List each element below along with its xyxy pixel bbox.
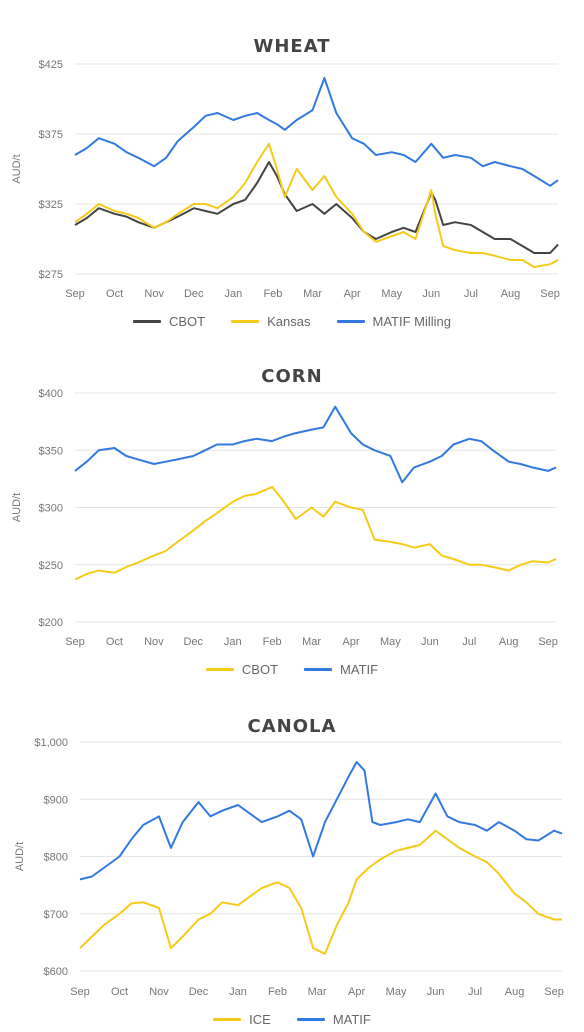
y-tick-label: $600: [44, 966, 68, 978]
legend-label: ICE: [249, 1012, 271, 1027]
x-tick-label: Jan: [229, 986, 247, 998]
y-tick-label: $250: [39, 560, 63, 572]
x-tick-label: Mar: [308, 986, 327, 998]
x-tick-label: Dec: [189, 986, 209, 998]
legend-label: CBOT: [241, 662, 279, 677]
x-tick-label: Sep: [544, 986, 564, 998]
x-tick-label: Sep: [65, 636, 85, 648]
legend-item: MATIF Milling: [336, 314, 451, 329]
x-tick-label: Aug: [505, 986, 525, 998]
y-tick-label: $350: [39, 445, 63, 457]
x-tick-label: Feb: [268, 986, 287, 998]
y-axis-label: AUD/t: [11, 493, 23, 522]
x-tick-label: Jun: [421, 636, 439, 648]
x-tick-label: Mar: [302, 636, 321, 648]
x-tick-label: Mar: [303, 288, 322, 300]
y-tick-label: $800: [44, 852, 68, 864]
x-tick-label: Feb: [263, 288, 282, 300]
y-tick-label: $1,000: [34, 737, 68, 749]
chart-legend: CBOT Kansas MATIF Milling: [0, 314, 584, 329]
chart-legend: CBOT MATIF: [0, 662, 584, 677]
legend-label: Kansas: [267, 314, 311, 329]
x-tick-label: Apr: [344, 288, 361, 300]
x-tick-label: Dec: [184, 288, 204, 300]
chart-title: WHEAT: [253, 36, 331, 57]
x-tick-label: Nov: [144, 636, 164, 648]
series-line-ice: [79, 829, 562, 955]
legend-swatch: [213, 1018, 242, 1021]
x-tick-label: Nov: [144, 288, 164, 300]
legend-label: CBOT: [169, 314, 206, 329]
x-tick-label: Jun: [422, 288, 440, 300]
x-tick-label: Dec: [183, 636, 203, 648]
legend-item: CBOT: [133, 314, 205, 329]
legend-swatch: [133, 320, 161, 323]
x-tick-label: May: [381, 288, 402, 300]
x-tick-label: Jan: [224, 288, 242, 300]
y-axis-label: AUD/t: [14, 842, 26, 871]
chart-title: CANOLA: [247, 716, 337, 737]
series-line-matif-milling: [74, 77, 559, 187]
series-line-matif: [79, 761, 563, 881]
chart-title: CORN: [261, 366, 323, 387]
legend-swatch: [336, 320, 365, 323]
legend-label: MATIF: [332, 1012, 371, 1027]
x-tick-label: Jun: [427, 986, 445, 998]
legend-swatch: [296, 1018, 325, 1021]
x-tick-label: May: [380, 636, 401, 648]
x-tick-label: Jul: [468, 986, 482, 998]
y-axis-label: AUD/t: [11, 154, 23, 183]
y-tick-label: $375: [39, 129, 63, 141]
legend-item: ICE: [213, 1012, 271, 1027]
x-tick-label: Feb: [263, 636, 282, 648]
chart-legend: ICE MATIF: [0, 1012, 584, 1027]
series-line-cbot: [74, 485, 557, 581]
x-tick-label: Apr: [342, 636, 359, 648]
x-tick-label: Jul: [464, 288, 478, 300]
y-tick-label: $325: [39, 199, 63, 211]
x-tick-label: Sep: [540, 288, 560, 300]
y-tick-label: $275: [39, 269, 63, 281]
x-tick-label: Oct: [106, 288, 123, 300]
x-tick-label: Jan: [224, 636, 242, 648]
x-tick-label: Aug: [499, 636, 519, 648]
y-tick-label: $200: [39, 617, 63, 629]
x-tick-label: Jul: [462, 636, 476, 648]
y-tick-label: $400: [39, 388, 63, 400]
series-line-matif: [74, 405, 557, 484]
x-tick-label: Sep: [65, 288, 85, 300]
x-tick-label: Sep: [70, 986, 90, 998]
legend-label: MATIF: [340, 662, 379, 677]
legend-item: CBOT: [205, 662, 279, 677]
legend-item: MATIF: [304, 662, 378, 677]
x-tick-label: May: [386, 986, 407, 998]
x-tick-label: Apr: [348, 986, 365, 998]
corn-plot: $200 $250 $300 $350 $400 AUD/t Sep Oct Nov Dec Jan…: [11, 388, 558, 648]
legend-item: Kansas: [231, 314, 311, 329]
x-tick-label: Nov: [149, 986, 169, 998]
wheat-chart: WHEAT $275 $325 $375 $425 AUD/t Sep Oct Nov Dec J…: [0, 0, 584, 340]
series-line-kansas: [74, 142, 559, 268]
y-tick-label: $300: [39, 503, 63, 515]
y-tick-label: $900: [44, 794, 68, 806]
legend-label: MATIF Milling: [372, 314, 451, 329]
corn-chart: CORN $200 $250 $300 $350 $400 AUD/t Sep Oct Nov D…: [0, 366, 584, 677]
legend-swatch: [304, 668, 333, 671]
legend-item: MATIF: [296, 1012, 371, 1027]
x-tick-label: Aug: [501, 288, 521, 300]
x-tick-label: Oct: [106, 636, 123, 648]
y-tick-label: $700: [44, 909, 68, 921]
wheat-plot: $275 $325 $375 $425 AUD/t Sep Oct Nov Dec Jan Feb M…: [11, 59, 560, 300]
x-tick-label: Oct: [111, 986, 128, 998]
x-tick-label: Sep: [538, 636, 558, 648]
legend-swatch: [231, 320, 260, 323]
y-tick-label: $425: [39, 59, 63, 71]
legend-swatch: [205, 668, 234, 671]
